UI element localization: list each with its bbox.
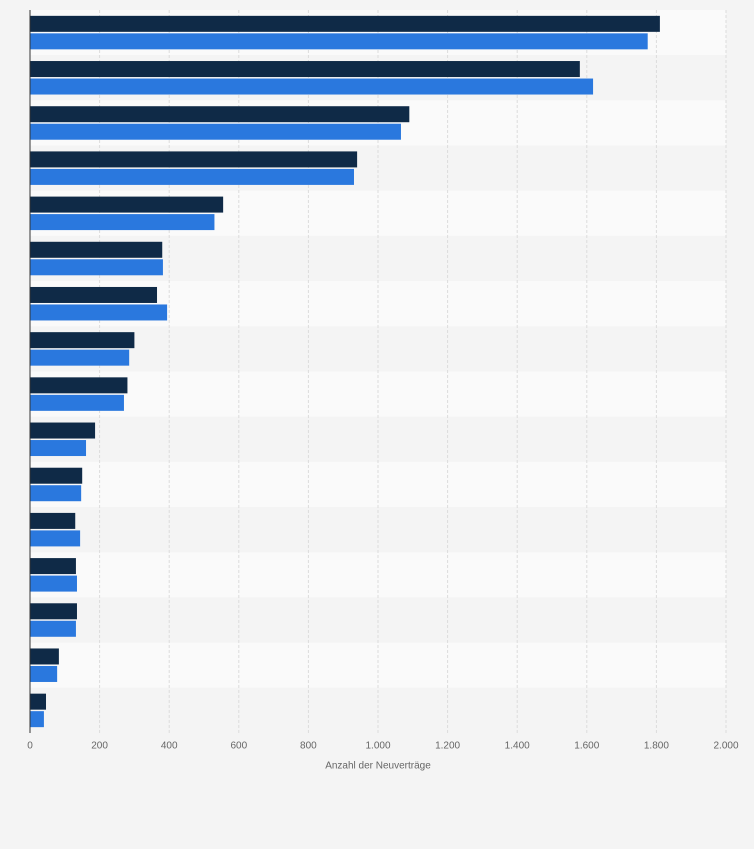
x-tick-label: 1.200 [435, 741, 460, 752]
x-tick-label: 1.800 [644, 741, 669, 752]
bar [30, 304, 168, 321]
bar [30, 33, 648, 50]
row-stripe [30, 416, 726, 462]
bar [30, 620, 76, 637]
bar [30, 286, 158, 303]
bar [30, 259, 163, 276]
bar [30, 61, 580, 78]
bar [30, 575, 77, 592]
x-tick-label: 2.000 [713, 741, 738, 752]
bar [30, 693, 47, 710]
bar [30, 349, 130, 366]
bar [30, 332, 135, 349]
x-tick-label: 1.400 [505, 741, 530, 752]
bar [30, 603, 77, 620]
bar [30, 467, 83, 484]
bar [30, 123, 401, 140]
x-tick-label: 1.000 [365, 741, 390, 752]
bar [30, 530, 81, 547]
x-tick-label: 400 [161, 741, 178, 752]
x-axis-label: Anzahl der Neuverträge [325, 761, 431, 772]
bar [30, 78, 594, 95]
bar [30, 558, 76, 575]
bar [30, 214, 215, 231]
bar [30, 196, 224, 213]
bar [30, 711, 44, 728]
x-tick-label: 1.600 [574, 741, 599, 752]
row-stripe [30, 507, 726, 553]
row-stripe [30, 326, 726, 372]
bar [30, 440, 87, 457]
row-stripe [30, 552, 726, 598]
bar [30, 241, 163, 258]
x-tick-label: 0 [27, 741, 33, 752]
x-tick-label: 800 [300, 741, 317, 752]
bar [30, 168, 354, 185]
bar [30, 665, 58, 682]
bar [30, 422, 96, 439]
row-stripe [30, 371, 726, 417]
bar [30, 151, 358, 168]
bar [30, 15, 660, 32]
x-tick-label: 600 [230, 741, 247, 752]
bar [30, 512, 76, 529]
row-stripe [30, 461, 726, 508]
bar [30, 377, 128, 394]
bar [30, 394, 124, 411]
bar [30, 106, 410, 123]
bar [30, 648, 59, 665]
x-tick-label: 200 [91, 741, 108, 752]
bar [30, 485, 82, 502]
